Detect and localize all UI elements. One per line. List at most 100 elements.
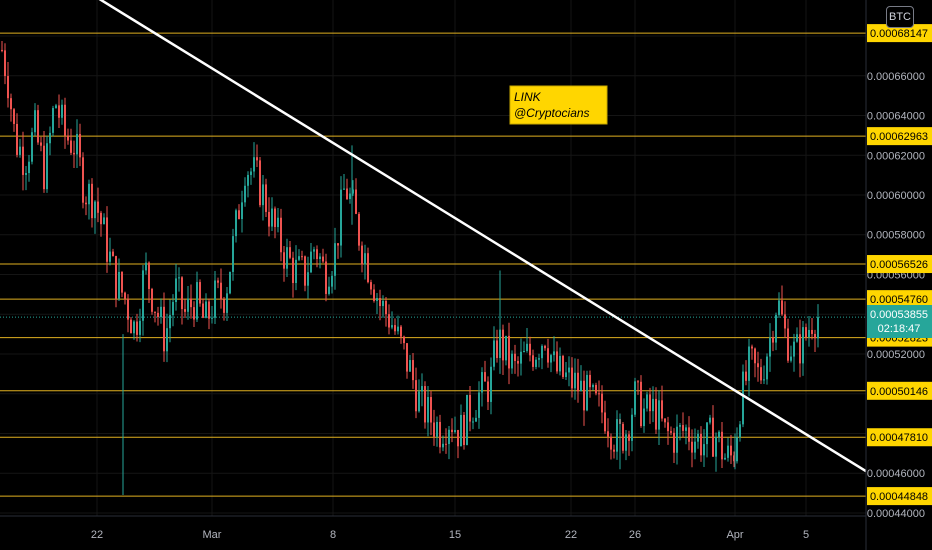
level-label: 0.00047810 (870, 432, 928, 444)
candle-body (544, 345, 546, 349)
candle-body (802, 327, 804, 364)
candle-body (361, 245, 363, 265)
candle-body (250, 171, 252, 175)
candle-body (808, 329, 810, 338)
candle-body (451, 429, 453, 433)
candle-body (394, 325, 396, 332)
candle-body (580, 380, 582, 392)
candle-body (586, 374, 588, 411)
candle-body (157, 312, 159, 318)
candle-body (73, 152, 75, 155)
candle-body (727, 445, 729, 458)
candle-body (109, 251, 111, 262)
price-axis[interactable]: 0.000680000.000660000.000640000.00062000… (867, 31, 925, 520)
candle-body (196, 282, 198, 320)
candle-body (538, 358, 540, 360)
candle-body (466, 394, 468, 445)
candle-body (790, 356, 792, 361)
candle-body (631, 414, 633, 441)
candle-body (640, 381, 642, 427)
candle-body (736, 437, 738, 462)
candle-body (88, 183, 90, 205)
candle-body (16, 123, 18, 155)
candle-body (256, 157, 258, 161)
candle-body (301, 256, 303, 258)
candle-body (85, 202, 87, 205)
candle-body (160, 306, 162, 318)
x-tick-label: 15 (449, 529, 461, 541)
candle-body (457, 430, 459, 447)
candle-body (571, 367, 573, 389)
candle-body (799, 334, 801, 364)
candle-body (223, 299, 225, 313)
candle-body (349, 193, 351, 200)
candle-body (280, 217, 282, 253)
candle-body (49, 132, 51, 144)
candle-body (10, 98, 12, 110)
candle-body (331, 275, 333, 287)
candle-body (517, 360, 519, 364)
candle-body (775, 314, 777, 343)
candle-body (547, 348, 549, 363)
candle-body (484, 372, 486, 382)
candle-body (46, 143, 48, 190)
candle-body (100, 212, 102, 225)
support-resistance-levels (0, 32, 866, 497)
candle-body (217, 280, 219, 283)
chart-annotation[interactable]: LINK @Cryptocians (509, 85, 608, 125)
candle-body (34, 110, 36, 133)
candle-body (613, 449, 615, 452)
candle-body (787, 328, 789, 361)
candle-body (277, 217, 279, 228)
current-price-label: 0.00053855 02:18:47 (867, 305, 932, 338)
x-tick-label: Mar (203, 529, 222, 541)
candle-body (811, 329, 813, 334)
candle-body (385, 300, 387, 315)
candle-body (670, 431, 672, 433)
y-tick-label: 0.00052000 (867, 349, 925, 361)
candle-body (574, 372, 576, 389)
candle-body (475, 417, 477, 422)
candle-body (655, 398, 657, 430)
chart-grid (0, 0, 866, 516)
candle-body (193, 307, 195, 320)
time-axis[interactable]: 22 Mar 8 15 22 26 Apr 5 (91, 529, 809, 541)
candle-body (181, 277, 183, 310)
candle-body (610, 436, 612, 450)
x-tick-label: 22 (565, 529, 577, 541)
descending-trendline[interactable] (95, 0, 867, 473)
candle-body (268, 211, 270, 227)
candle-body (133, 321, 135, 334)
candle-body (685, 427, 687, 431)
candle-body (409, 360, 411, 372)
currency-badge[interactable]: BTC (886, 6, 914, 28)
candle-body (769, 337, 771, 357)
candle-body (415, 380, 417, 412)
candle-body (283, 252, 285, 269)
candle-body (406, 343, 408, 372)
candle-body (628, 434, 630, 441)
candle-countdown: 02:18:47 (878, 323, 921, 335)
candle-body (148, 262, 150, 289)
candle-body (130, 319, 132, 334)
candle-body (310, 251, 312, 273)
candle-body (625, 434, 627, 451)
candle-body (376, 297, 378, 301)
candle-body (337, 243, 339, 246)
candle-body (460, 414, 462, 447)
level-label-bg (867, 255, 932, 274)
candle-body (55, 105, 57, 109)
candle-body (343, 188, 345, 190)
candle-body (97, 201, 99, 213)
x-tick-label: 22 (91, 529, 103, 541)
candle-body (7, 76, 9, 99)
candle-body (199, 282, 201, 304)
candle-body (697, 433, 699, 442)
candle-body (709, 417, 711, 423)
candle-body (481, 372, 483, 393)
candle-body (4, 50, 6, 77)
candle-body (175, 278, 177, 303)
candle-body (136, 321, 138, 335)
candle-body (778, 300, 780, 315)
